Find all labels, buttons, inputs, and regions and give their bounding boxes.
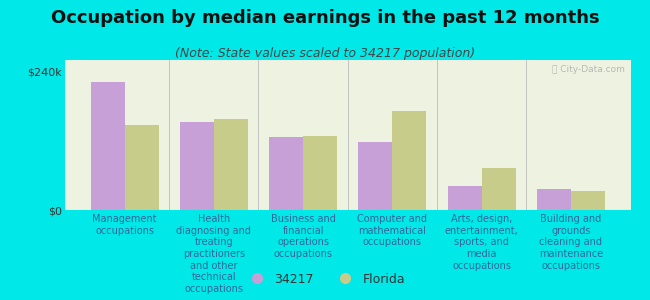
- Text: Occupation by median earnings in the past 12 months: Occupation by median earnings in the pas…: [51, 9, 599, 27]
- Bar: [571, 191, 605, 210]
- Bar: [448, 186, 482, 210]
- Bar: [125, 124, 159, 210]
- Bar: [269, 137, 303, 210]
- Text: Ⓜ City-Data.com: Ⓜ City-Data.com: [552, 64, 625, 74]
- Bar: [303, 136, 337, 210]
- Bar: [214, 119, 248, 210]
- Legend: 34217, Florida: 34217, Florida: [240, 268, 410, 291]
- Bar: [537, 189, 571, 210]
- Bar: [482, 168, 515, 210]
- Bar: [180, 122, 214, 210]
- Bar: [358, 142, 393, 210]
- Bar: [91, 82, 125, 210]
- Text: (Note: State values scaled to 34217 population): (Note: State values scaled to 34217 popu…: [175, 46, 475, 59]
- Bar: [393, 111, 426, 210]
